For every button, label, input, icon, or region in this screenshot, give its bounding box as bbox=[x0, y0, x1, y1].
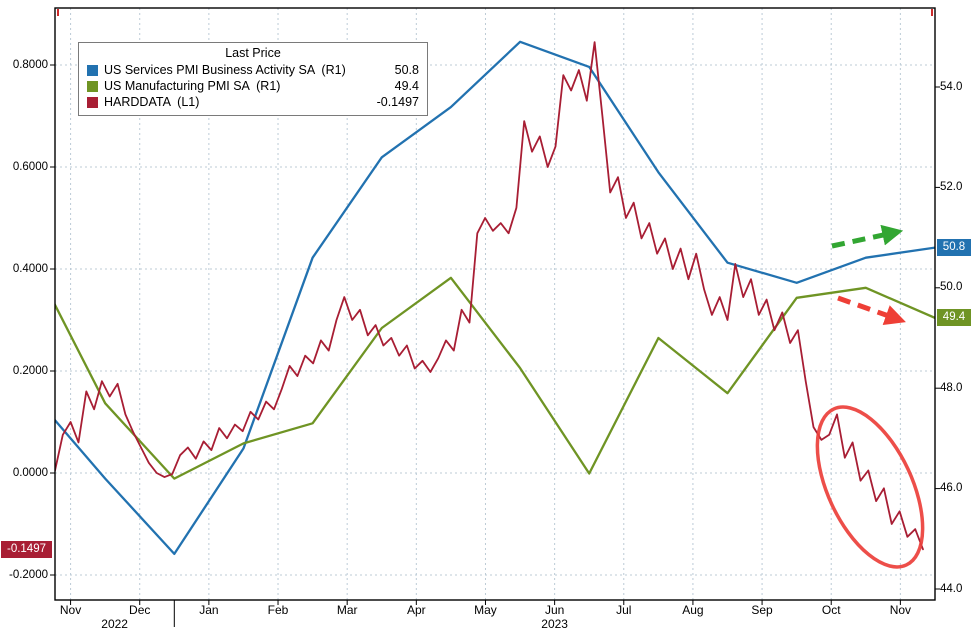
axis-ticks bbox=[50, 64, 940, 605]
manufacturing-label: US Manufacturing PMI SA (R1) bbox=[104, 79, 281, 93]
services-uptrend-arrow bbox=[831, 224, 904, 249]
harddata-last-price: -0.1497 bbox=[376, 95, 419, 109]
services-last-badge: 50.8 bbox=[937, 239, 971, 257]
manufacturing-last-badge: 49.4 bbox=[937, 309, 971, 327]
manufacturing_pmi-line bbox=[55, 276, 935, 480]
highlight-harddata-plunge bbox=[815, 405, 925, 569]
services-swatch-icon bbox=[87, 64, 98, 76]
services_pmi-line bbox=[55, 40, 935, 556]
legend-row-manufacturing: US Manufacturing PMI SA (R1) 49.4 bbox=[87, 78, 419, 94]
services-label: US Services PMI Business Activity SA (R1… bbox=[104, 63, 346, 77]
services-last-price: 50.8 bbox=[394, 63, 419, 77]
harddata-swatch-icon bbox=[87, 96, 98, 108]
harddata-last-badge: -0.1497 bbox=[1, 540, 52, 558]
legend-box: Last Price US Services PMI Business Acti… bbox=[78, 42, 428, 116]
series-lines bbox=[55, 40, 935, 556]
manufacturing-last-price: 49.4 bbox=[394, 79, 419, 93]
manufacturing-downtrend-arrow bbox=[837, 295, 906, 325]
plot-frame bbox=[54, 7, 936, 601]
legend-title: Last Price bbox=[225, 46, 281, 60]
legend-row-services: US Services PMI Business Activity SA (R1… bbox=[87, 62, 419, 78]
harddata-line bbox=[55, 41, 924, 551]
harddata-label: HARDDATA (L1) bbox=[104, 95, 200, 109]
legend-row-harddata: HARDDATA (L1) -0.1497 bbox=[87, 94, 419, 110]
manufacturing-swatch-icon bbox=[87, 80, 98, 92]
